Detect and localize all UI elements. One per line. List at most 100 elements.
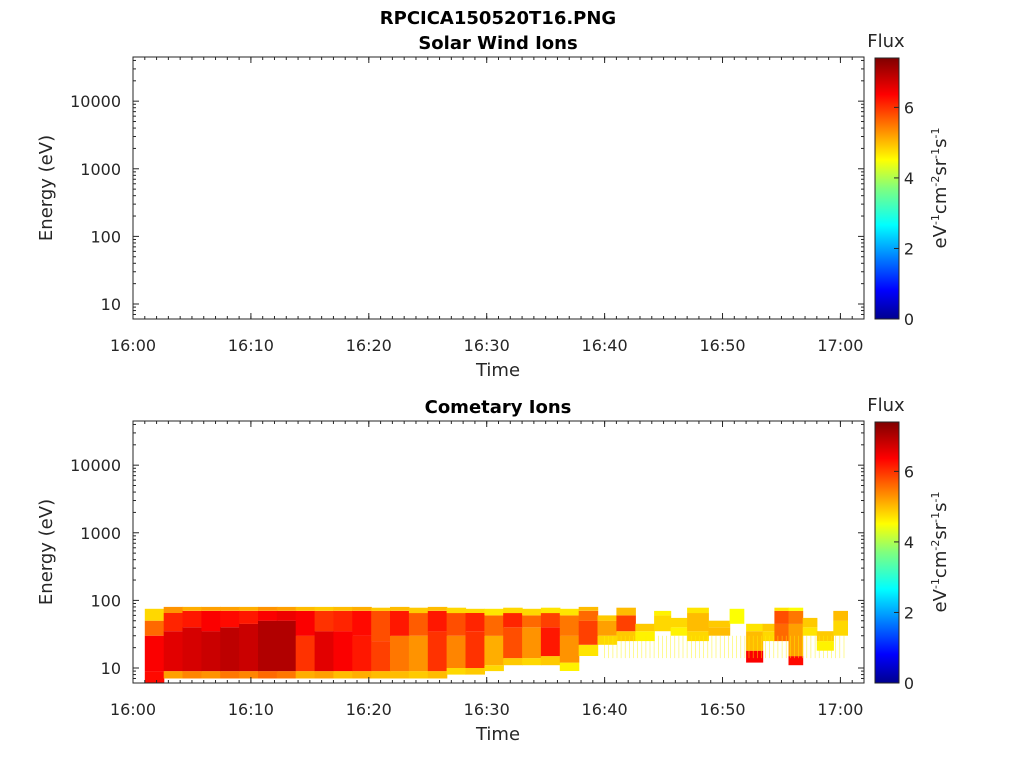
heatmap-cell bbox=[746, 631, 764, 651]
heatmap-cell bbox=[503, 613, 523, 628]
heatmap-cell bbox=[559, 608, 580, 616]
heatmap-cell bbox=[239, 606, 259, 611]
heatmap-cell bbox=[276, 610, 297, 621]
x-tick-label: 17:00 bbox=[817, 336, 863, 355]
heatmap-cell bbox=[746, 650, 764, 663]
heatmap-cell bbox=[446, 613, 467, 636]
heatmap-cell bbox=[522, 608, 542, 616]
y-tick-label: 10000 bbox=[70, 92, 121, 111]
y-tick-label: 100 bbox=[90, 227, 121, 246]
x-tick-labels: 16:00 16:10 16:20 16:30 16:40 16:50 17:00 bbox=[110, 336, 864, 355]
y-axis-label: Energy (eV) bbox=[36, 135, 57, 241]
heatmap-cell bbox=[314, 606, 335, 611]
x-tick-label: 16:50 bbox=[699, 336, 745, 355]
heatmap-cell bbox=[182, 671, 202, 679]
heatmap-cell bbox=[816, 641, 834, 651]
x-tick-label: 16:30 bbox=[464, 336, 510, 355]
heatmap-cell bbox=[352, 671, 372, 679]
heatmap-cell bbox=[446, 668, 467, 675]
heatmap-cell bbox=[182, 606, 202, 611]
heatmap-cell bbox=[774, 610, 790, 624]
heatmap-cell bbox=[390, 671, 410, 679]
heatmap-cell bbox=[408, 607, 429, 614]
heatmap-cell bbox=[333, 606, 353, 611]
colorbar-tick-label: 2 bbox=[904, 603, 914, 622]
heatmap-cell bbox=[540, 627, 561, 657]
heatmap-cell bbox=[635, 631, 655, 642]
heatmap-cell bbox=[144, 671, 165, 683]
heatmap-cell bbox=[729, 608, 745, 624]
heatmap-cell bbox=[390, 635, 410, 672]
heatmap-cell bbox=[687, 607, 709, 614]
heatmap-cell bbox=[774, 607, 790, 611]
heatmap-cell bbox=[163, 613, 184, 632]
heatmap-cell bbox=[774, 623, 790, 642]
heatmap-cell bbox=[201, 671, 221, 679]
x-tick-label: 16:00 bbox=[110, 700, 156, 719]
heatmap-cell bbox=[446, 607, 467, 614]
heatmap-cell bbox=[201, 606, 221, 611]
axis-ticks bbox=[132, 57, 865, 320]
y-tick-label: 1000 bbox=[80, 160, 121, 179]
heatmap-cell bbox=[427, 610, 448, 632]
colorbar-unit-label: eV-1cm-2sr-1s-1 bbox=[929, 492, 951, 613]
heatmap-cell bbox=[258, 671, 278, 679]
heatmap-cell bbox=[258, 606, 278, 611]
x-tick-label: 16:40 bbox=[582, 700, 628, 719]
heatmap-cell bbox=[276, 671, 297, 679]
heatmap-cell bbox=[788, 607, 804, 611]
heatmap-cell bbox=[762, 631, 775, 642]
heatmap-cell bbox=[522, 615, 542, 628]
y-axis-label: Energy (eV) bbox=[36, 499, 57, 605]
x-tick-labels: 16:00 16:10 16:20 16:30 16:40 16:50 17:00 bbox=[110, 700, 864, 719]
heatmap-cell bbox=[427, 606, 448, 611]
heatmap-cell bbox=[578, 610, 599, 621]
heatmap-cell bbox=[163, 631, 184, 672]
heatmap-cell bbox=[239, 623, 259, 672]
heatmap-cell bbox=[484, 635, 504, 666]
y-tick-label: 10 bbox=[101, 659, 121, 678]
y-tick-label: 100 bbox=[90, 591, 121, 610]
heatmap-cell bbox=[484, 665, 504, 672]
plot-frame bbox=[132, 56, 865, 320]
heatmap-cell bbox=[465, 668, 485, 675]
panel-solar-wind: Solar Wind Ions 16:00 16:10 16:20 16:30 16:4… bbox=[36, 31, 951, 381]
x-tick-label: 16:30 bbox=[464, 700, 510, 719]
heatmap-cell bbox=[408, 671, 429, 679]
heatmap-cell bbox=[465, 613, 485, 632]
heatmap-cell bbox=[578, 644, 599, 656]
heatmap-cell bbox=[314, 610, 335, 632]
heatmap-cell bbox=[201, 610, 221, 632]
heatmap-cell bbox=[276, 620, 297, 672]
heatmap-cell bbox=[371, 641, 391, 672]
heatmap-cell bbox=[708, 620, 731, 628]
heatmap-cell bbox=[597, 620, 617, 636]
heatmap-cell bbox=[503, 627, 523, 659]
x-tick-label: 16:40 bbox=[582, 336, 628, 355]
heatmap-cell bbox=[616, 631, 636, 642]
heatmap-cell bbox=[427, 631, 448, 672]
heatmap-cell bbox=[295, 635, 316, 672]
heatmap-cell bbox=[163, 606, 184, 613]
heatmap-cell bbox=[597, 635, 617, 645]
heatmap-cell bbox=[333, 610, 353, 632]
heatmap-cell bbox=[578, 606, 599, 611]
heatmap-cell bbox=[833, 620, 848, 636]
heatmap-cell bbox=[540, 656, 561, 666]
heatmap-cell bbox=[427, 671, 448, 679]
heatmap-cell bbox=[144, 620, 165, 636]
heatmap-cell bbox=[578, 620, 599, 645]
heatmap-cell bbox=[408, 635, 429, 672]
heatmap-cell bbox=[503, 658, 523, 666]
heatmap-cell bbox=[371, 607, 391, 611]
heatmap-cell bbox=[314, 671, 335, 679]
y-tick-label: 10 bbox=[101, 295, 121, 314]
x-tick-label: 16:20 bbox=[346, 700, 392, 719]
heatmap-cell bbox=[352, 610, 372, 636]
heatmap-cell bbox=[559, 635, 580, 663]
heatmap-cell bbox=[220, 610, 240, 628]
heatmap-cell bbox=[371, 610, 391, 642]
x-axis-label: Time bbox=[475, 724, 520, 745]
heatmap-cell bbox=[559, 662, 580, 671]
